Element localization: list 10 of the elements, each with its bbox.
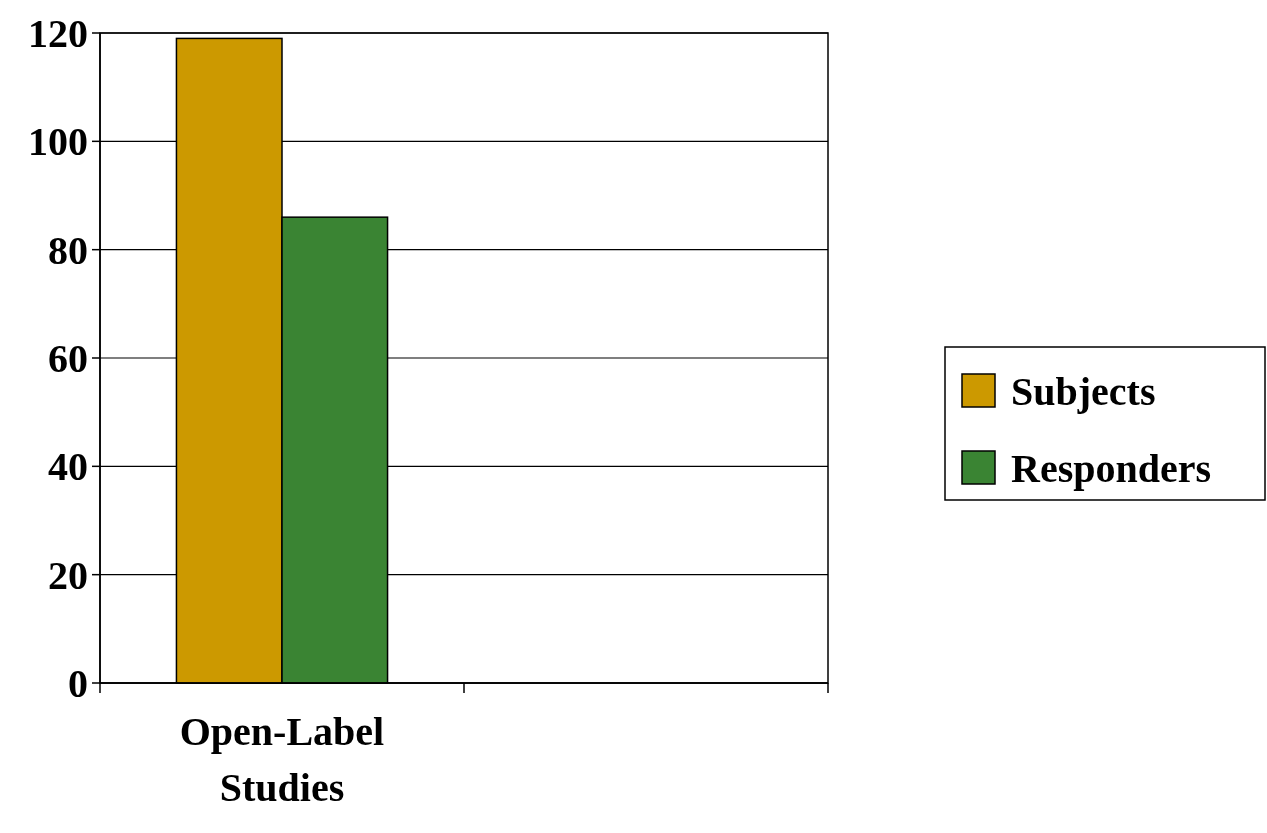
- y-tick-label: 20: [48, 552, 88, 598]
- y-tick-label: 0: [68, 661, 88, 706]
- legend-label: Subjects: [1011, 369, 1156, 414]
- y-tick-label: 120: [28, 11, 88, 56]
- y-tick-label: 100: [28, 119, 88, 165]
- legend-label: Responders: [1011, 446, 1212, 491]
- y-tick-label: 60: [48, 336, 88, 381]
- x-tick-label: Open-Label Studies: [179, 709, 385, 810]
- y-tick-label: 80: [48, 227, 88, 273]
- y-tick-label: 40: [48, 444, 88, 490]
